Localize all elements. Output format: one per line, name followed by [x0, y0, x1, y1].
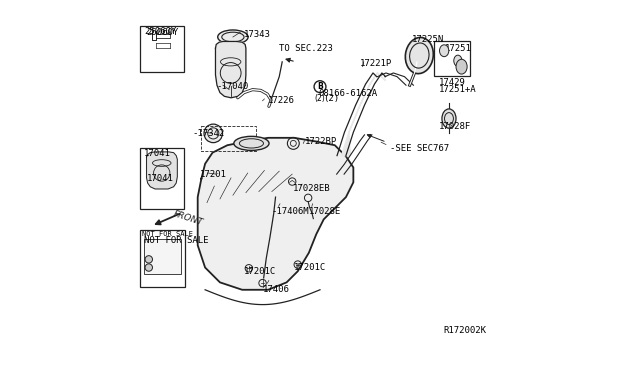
- Text: FRONT: FRONT: [172, 209, 204, 227]
- Text: 08166-6162A: 08166-6162A: [318, 89, 377, 98]
- Text: -17040: -17040: [216, 82, 248, 91]
- Circle shape: [145, 264, 152, 271]
- Text: 17041: 17041: [144, 149, 171, 158]
- Ellipse shape: [234, 137, 269, 150]
- Text: 17201C: 17201C: [244, 267, 276, 276]
- Text: 17225N: 17225N: [412, 35, 444, 44]
- Text: -SEE SEC767: -SEE SEC767: [390, 144, 449, 154]
- Text: 17343: 17343: [244, 30, 271, 39]
- Ellipse shape: [454, 55, 462, 66]
- Bar: [140, 26, 184, 72]
- Polygon shape: [198, 138, 353, 290]
- Text: 17028F: 17028F: [439, 122, 472, 131]
- Circle shape: [145, 256, 152, 263]
- Text: 17251+A: 17251+A: [439, 85, 477, 94]
- Text: 17251: 17251: [445, 44, 472, 54]
- Text: NOT FOR SALE: NOT FOR SALE: [142, 231, 193, 237]
- Text: 17201: 17201: [200, 170, 227, 179]
- Text: 1722BP: 1722BP: [305, 137, 337, 146]
- Text: 17201C: 17201C: [294, 263, 326, 272]
- Bar: [144, 238, 181, 274]
- Text: 17041: 17041: [147, 174, 173, 183]
- Text: TO SEC.223: TO SEC.223: [279, 44, 333, 54]
- Ellipse shape: [440, 45, 449, 57]
- Bar: [140, 148, 184, 209]
- Ellipse shape: [218, 30, 248, 44]
- Text: 25060Y: 25060Y: [144, 27, 176, 36]
- Ellipse shape: [405, 38, 433, 74]
- Text: R172002K: R172002K: [443, 326, 486, 335]
- Text: -17342: -17342: [192, 129, 225, 138]
- Text: 17429: 17429: [439, 78, 466, 87]
- Ellipse shape: [456, 59, 467, 74]
- Bar: [434, 41, 470, 76]
- Ellipse shape: [442, 109, 456, 128]
- Polygon shape: [342, 73, 385, 155]
- Polygon shape: [216, 41, 246, 98]
- Text: 17226: 17226: [268, 96, 294, 105]
- Text: -17406M: -17406M: [272, 208, 310, 217]
- Polygon shape: [147, 152, 177, 189]
- Text: (2): (2): [315, 94, 325, 103]
- Text: B: B: [317, 82, 323, 91]
- Text: 17028E: 17028E: [309, 208, 341, 217]
- Bar: [201, 126, 255, 151]
- Text: 25060Y: 25060Y: [147, 29, 179, 38]
- Bar: [140, 230, 185, 287]
- Text: (2): (2): [323, 94, 339, 103]
- Text: 17221P: 17221P: [360, 59, 392, 68]
- Text: NOT FOR SALE: NOT FOR SALE: [144, 236, 209, 245]
- Text: 17406: 17406: [262, 285, 289, 294]
- Circle shape: [204, 124, 223, 142]
- Text: 17028EB: 17028EB: [293, 184, 331, 193]
